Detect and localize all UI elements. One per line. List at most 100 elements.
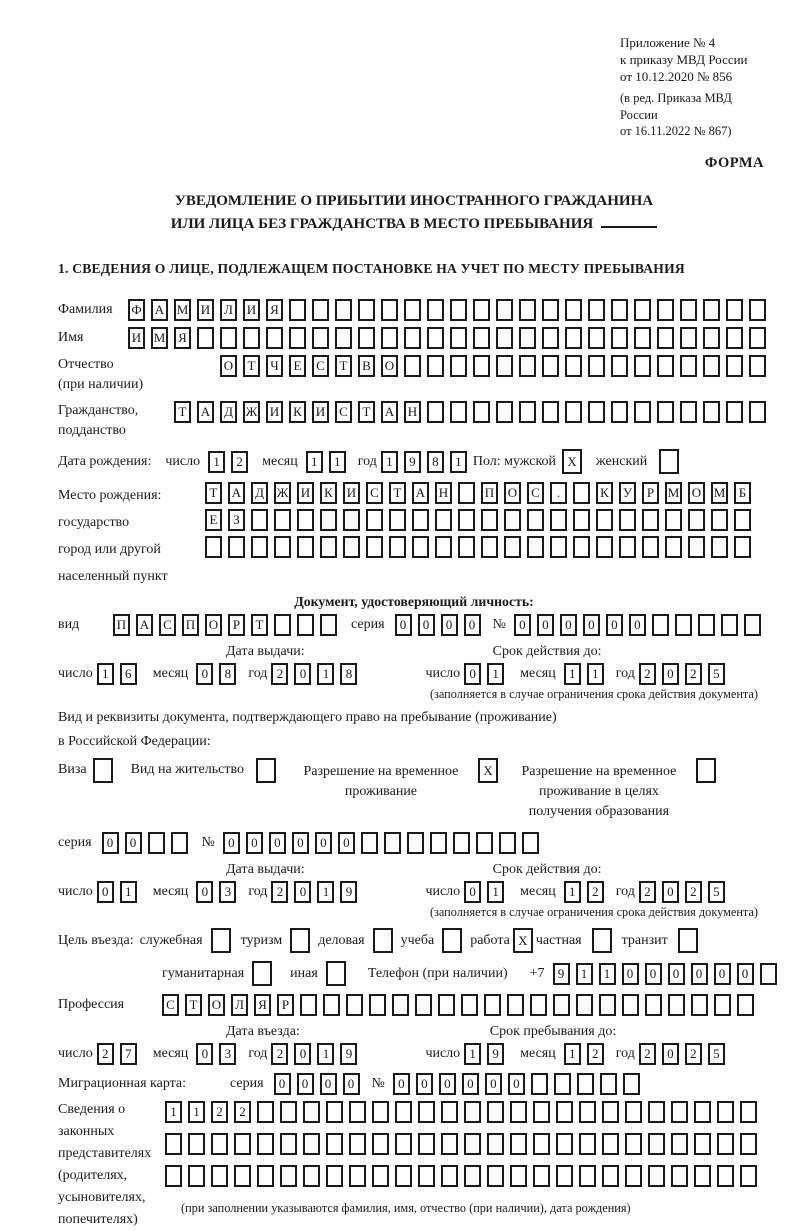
char-cell[interactable] (703, 327, 720, 350)
char-cell[interactable]: Т (205, 482, 222, 505)
char-cell[interactable] (487, 1101, 504, 1124)
char-cell[interactable] (473, 401, 490, 424)
char-cell[interactable] (657, 299, 674, 322)
char-cell[interactable]: 2 (231, 450, 249, 473)
char-cell[interactable]: О (220, 355, 237, 378)
char-cell[interactable] (381, 327, 398, 350)
char-cell[interactable] (634, 299, 651, 322)
char-cell[interactable] (714, 994, 731, 1017)
char-cell[interactable]: Р (642, 482, 659, 505)
char-cell[interactable]: О (205, 614, 222, 637)
char-cell[interactable] (458, 509, 475, 532)
char-cell[interactable]: С (162, 994, 179, 1017)
char-cell[interactable] (458, 482, 475, 505)
char-cell[interactable]: Ж (243, 401, 260, 424)
char-cell[interactable]: 0 (582, 614, 600, 637)
char-cell[interactable] (602, 1101, 619, 1124)
char-cell[interactable]: Н (404, 401, 421, 424)
char-cell[interactable] (521, 832, 539, 855)
char-cell[interactable]: С (366, 482, 383, 505)
char-cell[interactable] (694, 1101, 711, 1124)
char-cell[interactable] (740, 1165, 757, 1188)
char-cell[interactable]: Ф (128, 299, 145, 322)
char-cell[interactable]: 1 (96, 663, 114, 686)
char-cell[interactable] (389, 509, 406, 532)
char-cell[interactable] (234, 1165, 251, 1188)
char-cell[interactable] (412, 536, 429, 559)
char-cell[interactable] (366, 536, 383, 559)
char-cell[interactable]: 0 (291, 832, 309, 855)
char-cell[interactable] (619, 509, 636, 532)
char-cell[interactable]: 2 (684, 881, 702, 904)
char-cell[interactable] (734, 536, 751, 559)
char-cell[interactable] (170, 832, 188, 855)
char-cell[interactable] (392, 994, 409, 1017)
char-cell[interactable] (429, 832, 447, 855)
char-cell[interactable] (427, 327, 444, 350)
char-cell[interactable]: Т (174, 401, 191, 424)
char-cell[interactable]: 5 (707, 663, 725, 686)
char-cell[interactable]: 0 (417, 614, 435, 637)
char-cell[interactable] (553, 1073, 571, 1096)
char-cell[interactable]: П (481, 482, 498, 505)
char-cell[interactable]: 0 (273, 1073, 291, 1096)
char-cell[interactable] (576, 994, 593, 1017)
char-cell[interactable]: 0 (484, 1073, 502, 1096)
char-cell[interactable] (694, 1165, 711, 1188)
char-cell[interactable]: 0 (314, 832, 332, 855)
char-cell[interactable] (576, 1073, 594, 1096)
char-cell[interactable] (300, 994, 317, 1017)
char-cell[interactable] (165, 1133, 182, 1156)
char-cell[interactable]: 8 (219, 663, 237, 686)
char-cell[interactable] (280, 1165, 297, 1188)
char-cell[interactable] (360, 832, 378, 855)
checkbox-cell[interactable]: X (512, 928, 533, 954)
char-cell[interactable] (680, 355, 697, 378)
char-cell[interactable] (303, 1133, 320, 1156)
char-cell[interactable] (496, 327, 513, 350)
char-cell[interactable]: Т (243, 355, 260, 378)
char-cell[interactable]: 0 (464, 881, 482, 904)
char-cell[interactable] (726, 299, 743, 322)
char-cell[interactable] (556, 1165, 573, 1188)
char-cell[interactable] (335, 299, 352, 322)
char-cell[interactable]: А (381, 401, 398, 424)
char-cell[interactable] (634, 327, 651, 350)
char-cell[interactable] (165, 1165, 182, 1188)
char-cell[interactable] (588, 401, 605, 424)
char-cell[interactable] (366, 509, 383, 532)
checkbox-cell[interactable] (325, 961, 346, 987)
char-cell[interactable] (691, 994, 708, 1017)
char-cell[interactable] (688, 509, 705, 532)
char-cell[interactable] (651, 614, 669, 637)
char-cell[interactable] (599, 994, 616, 1017)
char-cell[interactable] (668, 994, 685, 1017)
char-cell[interactable]: 0 (294, 663, 312, 686)
char-cell[interactable]: Е (205, 509, 222, 532)
char-cell[interactable]: 1 (317, 881, 335, 904)
char-cell[interactable] (642, 509, 659, 532)
char-cell[interactable] (625, 1133, 642, 1156)
char-cell[interactable]: 0 (667, 962, 685, 985)
char-cell[interactable] (611, 299, 628, 322)
char-cell[interactable]: 2 (684, 1043, 702, 1066)
checkbox-cell[interactable]: X (562, 449, 583, 475)
char-cell[interactable] (726, 355, 743, 378)
char-cell[interactable] (749, 401, 766, 424)
char-cell[interactable] (694, 1133, 711, 1156)
char-cell[interactable] (680, 401, 697, 424)
char-cell[interactable] (533, 1133, 550, 1156)
char-cell[interactable] (645, 994, 662, 1017)
char-cell[interactable]: М (711, 482, 728, 505)
char-cell[interactable]: 0 (394, 614, 412, 637)
char-cell[interactable]: 0 (661, 881, 679, 904)
char-cell[interactable]: 2 (271, 1043, 289, 1066)
char-cell[interactable] (622, 1073, 640, 1096)
char-cell[interactable] (556, 1133, 573, 1156)
char-cell[interactable] (556, 1101, 573, 1124)
char-cell[interactable]: 0 (294, 1043, 312, 1066)
char-cell[interactable]: Р (228, 614, 245, 637)
char-cell[interactable]: 1 (208, 450, 226, 473)
char-cell[interactable] (634, 401, 651, 424)
char-cell[interactable]: 2 (684, 663, 702, 686)
